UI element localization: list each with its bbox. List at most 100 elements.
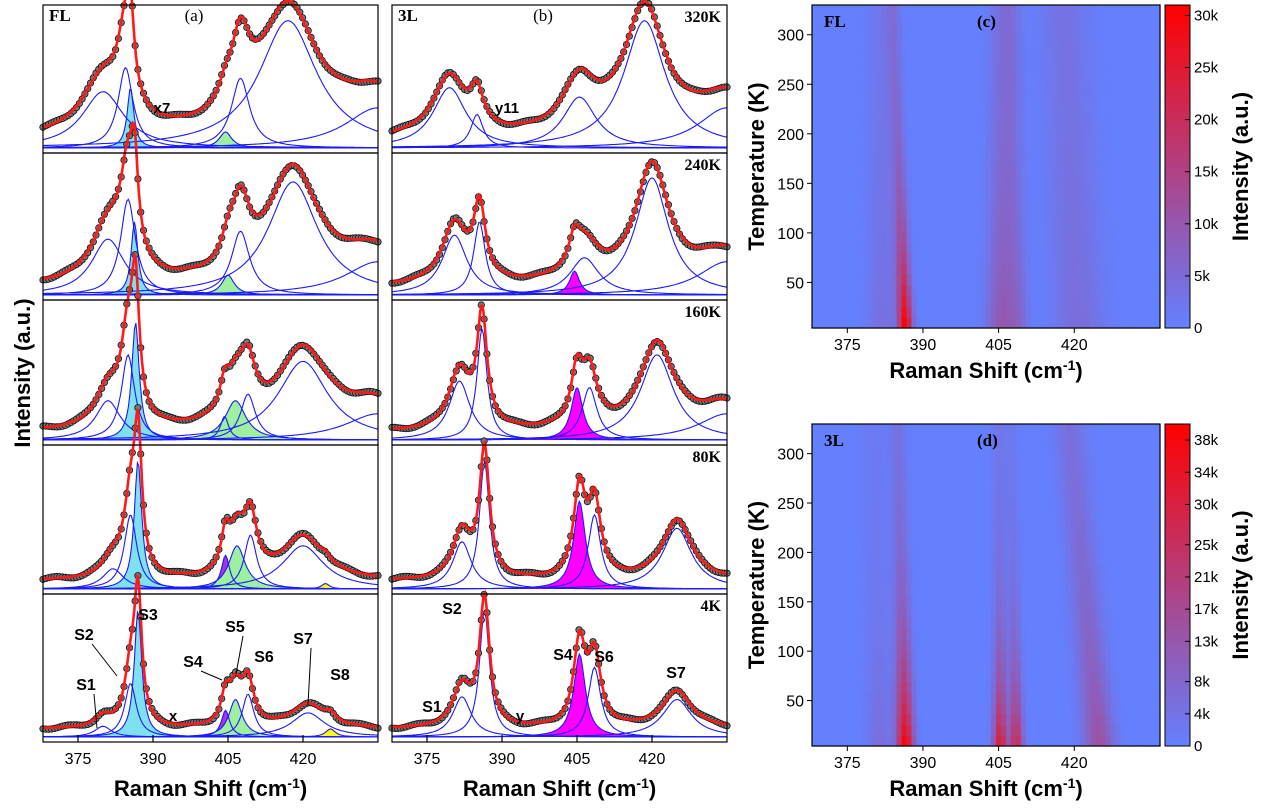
heatmap-cell bbox=[831, 660, 838, 672]
heatmap-cell bbox=[1135, 606, 1141, 618]
heatmap-cell bbox=[1045, 5, 1052, 17]
heatmap-cell bbox=[990, 252, 997, 264]
heatmap-cell bbox=[1030, 209, 1037, 221]
heatmap-cell bbox=[812, 317, 818, 329]
heatmap-cell bbox=[1125, 552, 1131, 565]
heatmap-cell bbox=[956, 58, 962, 71]
heatmap-cell bbox=[831, 713, 838, 726]
heatmap-cell bbox=[931, 563, 937, 575]
heatmap-cell bbox=[856, 80, 863, 92]
heatmap-cell bbox=[936, 552, 942, 565]
heatmap-cell bbox=[1060, 37, 1067, 49]
heatmap-cell bbox=[816, 263, 823, 275]
heatmap-cell bbox=[1105, 724, 1111, 736]
heatmap-cell bbox=[901, 101, 908, 114]
heatmap-cell bbox=[1050, 703, 1057, 715]
heatmap-cell bbox=[911, 209, 917, 221]
heatmap-cell bbox=[1005, 542, 1012, 554]
heatmap-cell bbox=[891, 69, 898, 81]
heatmap-cell bbox=[956, 188, 962, 200]
heatmap-cell bbox=[861, 112, 868, 125]
heatmap-cell bbox=[1015, 209, 1022, 221]
heatmap-cell bbox=[856, 670, 863, 683]
heatmap-cell bbox=[866, 649, 873, 661]
heatmap-cell bbox=[966, 724, 972, 736]
heatmap-cell bbox=[871, 638, 878, 650]
heatmap-cell bbox=[961, 15, 967, 28]
heatmap-cell bbox=[861, 48, 868, 60]
heatmap-cell bbox=[1110, 284, 1116, 297]
heatmap-cell bbox=[896, 606, 903, 618]
heatmap-cell bbox=[906, 37, 913, 49]
heatmap-cell bbox=[836, 552, 843, 565]
heatmap-cell bbox=[876, 198, 883, 211]
heatmap-cell bbox=[1125, 101, 1131, 114]
heatmap-cell bbox=[1115, 101, 1121, 114]
heatmap-cell bbox=[841, 123, 848, 135]
heatmap-cell bbox=[951, 681, 957, 693]
heatmap-cell bbox=[1090, 58, 1096, 71]
heatmap-cell bbox=[971, 58, 977, 71]
heatmap-cell bbox=[911, 80, 917, 92]
heatmap-cell bbox=[906, 177, 913, 189]
heatmap-cell bbox=[936, 26, 942, 38]
heatmap-cell bbox=[1110, 703, 1116, 715]
heatmap-cell bbox=[1075, 48, 1082, 60]
heatmap-cell bbox=[876, 606, 883, 618]
heatmap-cell bbox=[1150, 241, 1156, 254]
heatmap-cell bbox=[876, 713, 883, 726]
heatmap-cell bbox=[1100, 198, 1106, 211]
heatmap-cell bbox=[821, 263, 828, 275]
heatmap-cell bbox=[941, 252, 947, 264]
heatmap-cell bbox=[896, 80, 903, 92]
heatmap-cell bbox=[1130, 563, 1136, 575]
heatmap-cell bbox=[886, 595, 893, 608]
heatmap-cell bbox=[1050, 26, 1057, 38]
heatmap-cell bbox=[1135, 713, 1141, 726]
heatmap-cell bbox=[1070, 15, 1077, 28]
heatmap-cell bbox=[1150, 252, 1156, 264]
heatmap-cell bbox=[866, 627, 873, 640]
heatmap-cell bbox=[1125, 252, 1131, 264]
heatmap-cell bbox=[961, 155, 967, 168]
heatmap-cell bbox=[1140, 37, 1146, 49]
heatmap-cell bbox=[1135, 134, 1141, 146]
heatmap-cell bbox=[1000, 123, 1007, 135]
heatmap-cell bbox=[1000, 15, 1007, 28]
heatmap-cell bbox=[901, 627, 908, 640]
heatmap-cell bbox=[986, 209, 992, 221]
heatmap-cell bbox=[1130, 177, 1136, 189]
heatmap-cell bbox=[921, 638, 927, 650]
heatmap-cell bbox=[941, 660, 947, 672]
peak-label-s7: S7 bbox=[666, 665, 686, 682]
heatmap-cell bbox=[1010, 166, 1017, 178]
heatmap-cell bbox=[876, 91, 883, 103]
heatmap-cell bbox=[1005, 48, 1012, 60]
heatmap-cell bbox=[896, 26, 903, 38]
heatmap-cell bbox=[816, 80, 823, 92]
heatmap-cell bbox=[1030, 724, 1037, 736]
heatmap-cell bbox=[1115, 724, 1121, 736]
heatmap-cell bbox=[866, 177, 873, 189]
heatmap-cell bbox=[1080, 295, 1087, 308]
heatmap-cell bbox=[971, 542, 977, 554]
heatmap-cell bbox=[1120, 144, 1126, 157]
heatmap-cell bbox=[1120, 617, 1126, 629]
heatmap-cell bbox=[986, 595, 992, 608]
heatmap-cell bbox=[1085, 177, 1091, 189]
heatmap-cell bbox=[1020, 317, 1027, 329]
heatmap-cell bbox=[931, 37, 937, 49]
heatmap-cell bbox=[1115, 531, 1121, 543]
heatmap-cell bbox=[956, 542, 962, 554]
heatmap-cell bbox=[956, 295, 962, 308]
heatmap-cell bbox=[921, 48, 927, 60]
heatmap-cell bbox=[1090, 617, 1096, 629]
heatmap-cell bbox=[1130, 284, 1136, 297]
heatmap-cell bbox=[1115, 692, 1121, 704]
heatmap-cell bbox=[1100, 26, 1106, 38]
heatmap-cell bbox=[841, 101, 848, 114]
heatmap-cell bbox=[951, 670, 957, 683]
heatmap-cell bbox=[1105, 552, 1111, 565]
heatmap-cell bbox=[1035, 231, 1042, 243]
heatmap-cell bbox=[1005, 660, 1012, 672]
